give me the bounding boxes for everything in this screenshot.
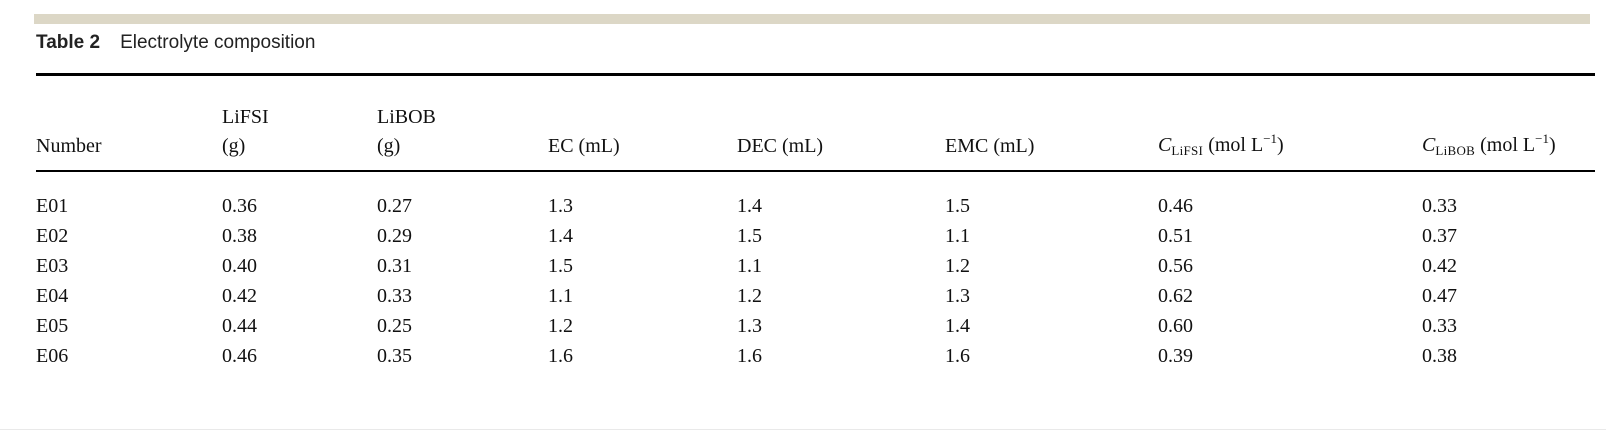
cell-c-libob: 0.47 bbox=[1422, 285, 1457, 307]
cell-ec-ml: 1.2 bbox=[548, 315, 573, 337]
concentration-symbol: C bbox=[1422, 134, 1436, 156]
table-row-e02: E02 0.38 0.29 1.4 1.5 1.1 0.51 0.37 bbox=[36, 221, 1595, 251]
page-bottom-divider bbox=[0, 429, 1606, 430]
subscript-lifsi: LiFSI bbox=[1171, 143, 1204, 158]
cell-c-libob: 0.33 bbox=[1422, 315, 1457, 337]
header-dec-ml: DEC (mL) bbox=[737, 74, 945, 172]
cell-lifsi-g: 0.44 bbox=[222, 315, 257, 337]
table-row-e01: E01 0.36 0.27 1.3 1.4 1.5 0.46 0.33 bbox=[36, 171, 1595, 221]
cell-c-lifsi: 0.51 bbox=[1158, 225, 1193, 247]
table-caption-label: Table 2 bbox=[36, 32, 101, 53]
cell-ec-ml: 1.6 bbox=[548, 345, 573, 367]
cell-lifsi-g: 0.40 bbox=[222, 255, 257, 277]
cell-ec-ml: 1.1 bbox=[548, 285, 573, 307]
cell-ec-ml: 1.5 bbox=[548, 255, 573, 277]
cell-dec-ml: 1.4 bbox=[737, 195, 762, 217]
table-row-e03: E03 0.40 0.31 1.5 1.1 1.2 0.56 0.42 bbox=[36, 251, 1595, 281]
cell-libob-g: 0.29 bbox=[377, 225, 412, 247]
accent-bar bbox=[34, 14, 1590, 24]
cell-dec-ml: 1.3 bbox=[737, 315, 762, 337]
cell-libob-g: 0.35 bbox=[377, 345, 412, 367]
cell-emc-ml: 1.4 bbox=[945, 315, 970, 337]
cell-c-libob: 0.37 bbox=[1422, 225, 1457, 247]
cell-libob-g: 0.31 bbox=[377, 255, 412, 277]
cell-dec-ml: 1.1 bbox=[737, 255, 762, 277]
cell-c-libob: 0.33 bbox=[1422, 195, 1457, 217]
cell-emc-ml: 1.5 bbox=[945, 195, 970, 217]
cell-number: E04 bbox=[36, 285, 69, 307]
cell-libob-g: 0.27 bbox=[377, 195, 412, 217]
cell-emc-ml: 1.6 bbox=[945, 345, 970, 367]
cell-c-lifsi: 0.39 bbox=[1158, 345, 1193, 367]
cell-emc-ml: 1.1 bbox=[945, 225, 970, 247]
cell-c-lifsi: 0.62 bbox=[1158, 285, 1193, 307]
cell-lifsi-g: 0.42 bbox=[222, 285, 257, 307]
cell-libob-g: 0.33 bbox=[377, 285, 412, 307]
superscript-exponent: −1 bbox=[1535, 131, 1549, 146]
cell-ec-ml: 1.3 bbox=[548, 195, 573, 217]
header-c-libob: CLiBOB (mol L−1) bbox=[1422, 74, 1595, 172]
table-row-e06: E06 0.46 0.35 1.6 1.6 1.6 0.39 0.38 bbox=[36, 341, 1595, 371]
cell-c-libob: 0.42 bbox=[1422, 255, 1457, 277]
cell-number: E01 bbox=[36, 195, 69, 217]
header-number: Number bbox=[36, 74, 222, 172]
table-row-e05: E05 0.44 0.25 1.2 1.3 1.4 0.60 0.33 bbox=[36, 311, 1595, 341]
header-ec-ml: EC (mL) bbox=[548, 74, 737, 172]
subscript-libob: LiBOB bbox=[1435, 143, 1476, 158]
cell-emc-ml: 1.3 bbox=[945, 285, 970, 307]
table-caption: Table 2 Electrolyte composition bbox=[36, 32, 315, 54]
cell-c-libob: 0.38 bbox=[1422, 345, 1457, 367]
cell-number: E06 bbox=[36, 345, 69, 367]
cell-number: E02 bbox=[36, 225, 69, 247]
electrolyte-composition-table: Number LiFSI (g) LiBOB (g) EC (mL) DEC (… bbox=[36, 73, 1595, 371]
superscript-exponent: −1 bbox=[1263, 131, 1278, 146]
header-libob-g: LiBOB (g) bbox=[377, 74, 548, 172]
concentration-symbol: C bbox=[1158, 134, 1172, 156]
cell-c-lifsi: 0.46 bbox=[1158, 195, 1193, 217]
table-header: Number LiFSI (g) LiBOB (g) EC (mL) DEC (… bbox=[36, 74, 1595, 172]
cell-dec-ml: 1.5 bbox=[737, 225, 762, 247]
cell-number: E03 bbox=[36, 255, 69, 277]
table-row-e04: E04 0.42 0.33 1.1 1.2 1.3 0.62 0.47 bbox=[36, 281, 1595, 311]
header-emc-ml: EMC (mL) bbox=[945, 74, 1158, 172]
cell-ec-ml: 1.4 bbox=[548, 225, 573, 247]
table-caption-title: Electrolyte composition bbox=[120, 32, 316, 53]
cell-lifsi-g: 0.38 bbox=[222, 225, 257, 247]
cell-dec-ml: 1.6 bbox=[737, 345, 762, 367]
cell-dec-ml: 1.2 bbox=[737, 285, 762, 307]
header-lifsi-g: LiFSI (g) bbox=[222, 74, 377, 172]
cell-lifsi-g: 0.46 bbox=[222, 345, 257, 367]
cell-number: E05 bbox=[36, 315, 69, 337]
header-c-lifsi: CLiFSI (mol L−1) bbox=[1158, 74, 1422, 172]
cell-c-lifsi: 0.60 bbox=[1158, 315, 1193, 337]
cell-libob-g: 0.25 bbox=[377, 315, 412, 337]
cell-emc-ml: 1.2 bbox=[945, 255, 970, 277]
cell-lifsi-g: 0.36 bbox=[222, 195, 257, 217]
cell-c-lifsi: 0.56 bbox=[1158, 255, 1193, 277]
table-body: E01 0.36 0.27 1.3 1.4 1.5 0.46 0.33 E02 … bbox=[36, 171, 1595, 371]
